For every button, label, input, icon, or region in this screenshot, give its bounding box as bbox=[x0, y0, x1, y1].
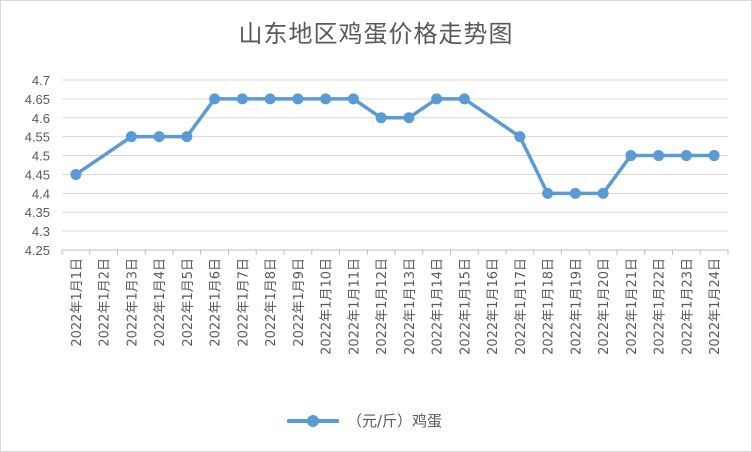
x-tick-label: 2022年1月21日 bbox=[625, 258, 640, 355]
y-tick-label: 4.7 bbox=[32, 73, 50, 88]
chart-title: 山东地区鸡蛋价格走势图 bbox=[238, 20, 514, 48]
x-tick-label: 2022年1月13日 bbox=[403, 258, 418, 355]
data-point bbox=[70, 168, 82, 180]
x-tick-label: 2022年1月19日 bbox=[569, 258, 584, 355]
x-tick-label: 2022年1月9日 bbox=[292, 258, 307, 347]
x-tick-label: 2022年1月4日 bbox=[153, 258, 168, 347]
data-point bbox=[181, 131, 193, 143]
data-point bbox=[680, 150, 692, 162]
x-tick-label: 2022年1月15日 bbox=[458, 258, 473, 355]
y-tick-label: 4.65 bbox=[25, 92, 50, 107]
data-point bbox=[320, 93, 332, 105]
x-tick-label: 2022年1月3日 bbox=[125, 258, 140, 347]
x-tick-label: 2022年1月17日 bbox=[514, 258, 529, 355]
x-tick-label: 2022年1月5日 bbox=[181, 258, 196, 347]
y-tick-label: 4.6 bbox=[32, 111, 50, 126]
data-point bbox=[569, 187, 581, 199]
legend: （元/斤）鸡蛋 bbox=[287, 408, 442, 432]
x-tick-label: 2022年1月1日 bbox=[70, 258, 85, 347]
data-point bbox=[209, 93, 221, 105]
x-tick-label: 2022年1月23日 bbox=[680, 258, 695, 355]
x-tick-label: 2022年1月12日 bbox=[375, 258, 390, 355]
data-point bbox=[347, 93, 359, 105]
x-axis: 2022年1月1日 2022年1月2日 2022年1月3日 2022年1月4日 2022… bbox=[61, 249, 729, 355]
data-point bbox=[264, 93, 276, 105]
data-point bbox=[514, 131, 526, 143]
series-line bbox=[74, 97, 715, 196]
legend-marker bbox=[287, 410, 339, 430]
data-point bbox=[625, 150, 637, 162]
data-point bbox=[375, 112, 387, 124]
legend-label: （元/斤）鸡蛋 bbox=[347, 411, 443, 430]
x-tick-label: 2022年1月11日 bbox=[347, 258, 362, 355]
data-point bbox=[125, 131, 137, 143]
data-point bbox=[597, 187, 609, 199]
data-point bbox=[431, 93, 443, 105]
x-tick-label: 2022年1月2日 bbox=[98, 258, 113, 347]
data-point bbox=[153, 131, 165, 143]
y-tick-label: 4.4 bbox=[32, 186, 50, 201]
x-tick-label: 2022年1月22日 bbox=[653, 258, 668, 355]
data-point bbox=[458, 93, 470, 105]
data-point bbox=[403, 112, 415, 124]
y-tick-label: 4.55 bbox=[25, 130, 50, 145]
y-tick-label: 4.45 bbox=[25, 167, 50, 182]
data-point bbox=[542, 187, 554, 199]
x-tick-label: 2022年1月16日 bbox=[486, 258, 501, 355]
x-tick-label: 2022年1月24日 bbox=[708, 258, 723, 355]
x-tick-label: 2022年1月20日 bbox=[597, 258, 612, 355]
grid-lines bbox=[62, 79, 728, 251]
series-layer bbox=[70, 93, 720, 199]
x-tick-label: 2022年1月8日 bbox=[264, 258, 279, 347]
y-tick-label: 4.35 bbox=[25, 205, 50, 220]
data-point bbox=[236, 93, 248, 105]
x-tick-label: 2022年1月14日 bbox=[431, 258, 446, 355]
y-axis: 4.25 4.3 4.35 4.4 4.45 4.5 4.55 4.6 4.65 4.7 bbox=[25, 73, 50, 258]
data-point bbox=[653, 150, 665, 162]
x-tick-label: 2022年1月10日 bbox=[320, 258, 335, 355]
x-tick-label: 2022年1月7日 bbox=[236, 258, 251, 347]
y-tick-label: 4.5 bbox=[32, 149, 50, 164]
x-tick-label: 2022年1月6日 bbox=[209, 258, 224, 347]
y-tick-label: 4.3 bbox=[32, 224, 50, 239]
x-tick-label: 2022年1月18日 bbox=[542, 258, 557, 355]
y-tick-label: 4.25 bbox=[25, 243, 50, 258]
data-point bbox=[292, 93, 304, 105]
data-point bbox=[708, 150, 720, 162]
